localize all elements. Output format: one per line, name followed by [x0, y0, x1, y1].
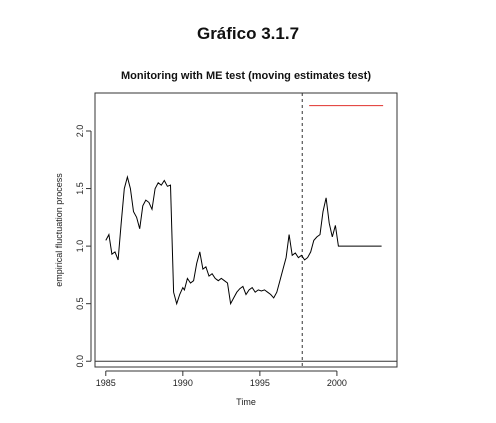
y-tick-label: 1.5 — [75, 182, 85, 195]
chart-title: Monitoring with ME test (moving estimate… — [121, 70, 371, 82]
y-tick-label: 0.0 — [75, 355, 85, 368]
x-tick-label: 1990 — [173, 378, 193, 388]
x-tick-label: 1985 — [96, 378, 116, 388]
x-tick-label: 1995 — [250, 378, 270, 388]
y-axis: 0.0 0.5 1.0 1.5 2.0 — [75, 125, 92, 368]
y-tick-label: 1.0 — [75, 240, 85, 253]
page-title: Gráfico 3.1.7 — [196, 24, 300, 43]
y-tick-label: 2.0 — [75, 125, 85, 138]
y-axis-label: empirical fluctuation process — [54, 173, 64, 287]
x-axis-label: Time — [236, 397, 256, 407]
x-tick-label: 2000 — [327, 378, 347, 388]
plot-frame — [94, 92, 398, 368]
series-line — [105, 175, 382, 306]
x-axis: 1985 1990 1995 2000 — [96, 370, 347, 388]
y-tick-label: 0.5 — [75, 297, 85, 310]
